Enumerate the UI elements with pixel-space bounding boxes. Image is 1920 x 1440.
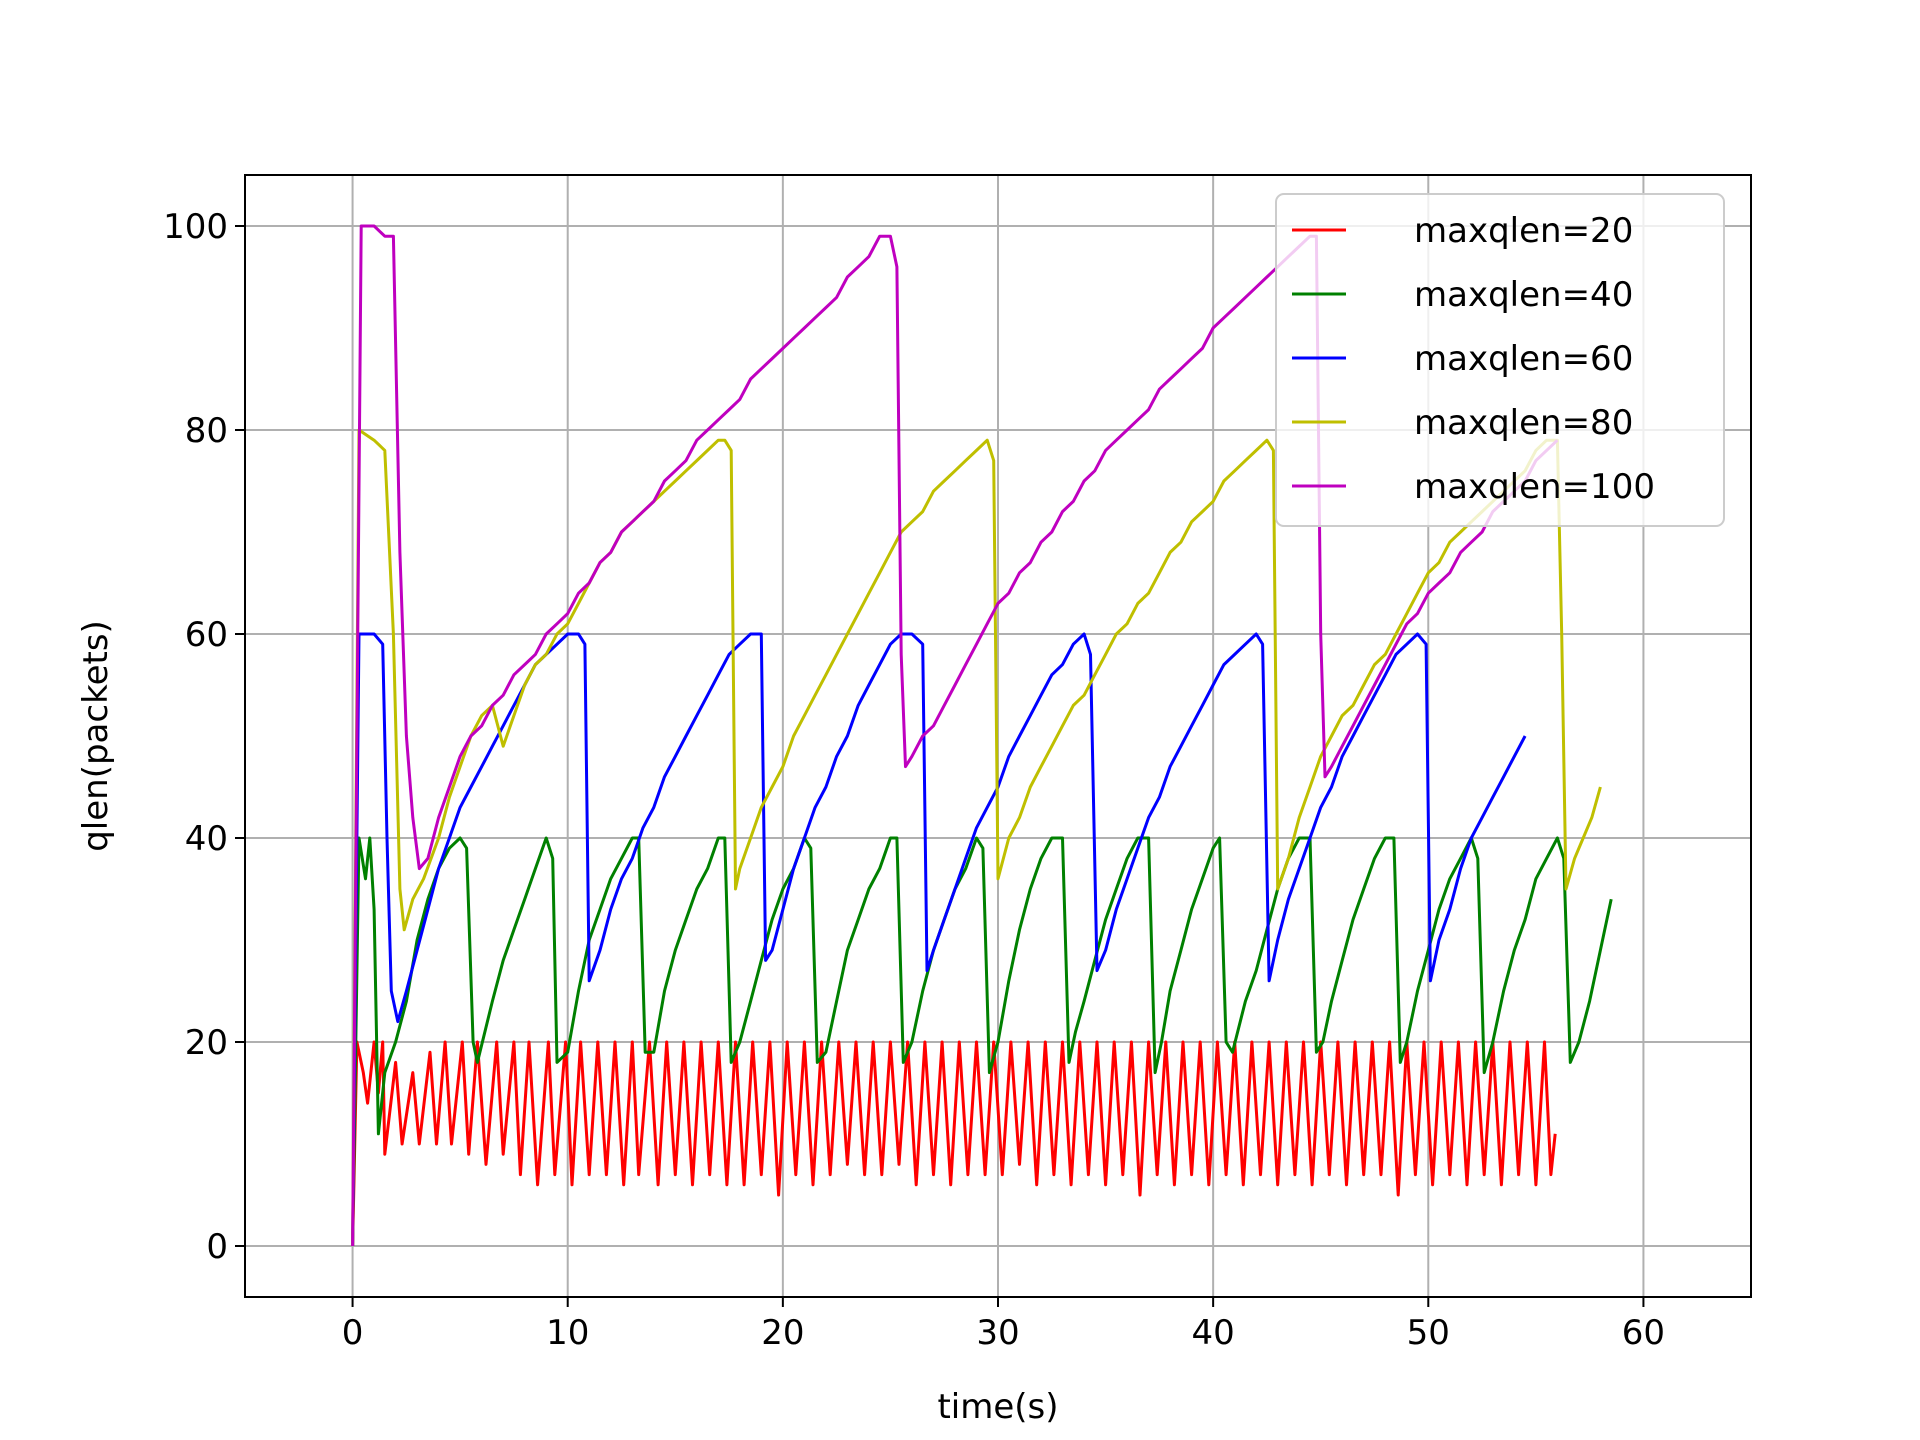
y-tick-label: 40 (185, 819, 228, 859)
legend-label-4: maxqlen=80 (1414, 403, 1633, 443)
y-tick-label: 0 (206, 1227, 228, 1267)
x-tick-label: 40 (1192, 1313, 1235, 1353)
y-tick-label: 20 (185, 1023, 228, 1063)
y-tick-label: 100 (163, 207, 228, 247)
x-tick-label: 60 (1622, 1313, 1665, 1353)
x-axis-label: time(s) (937, 1387, 1058, 1427)
legend-label-3: maxqlen=60 (1414, 339, 1633, 379)
legend-label-1: maxqlen=20 (1414, 211, 1633, 251)
x-tick-label: 0 (342, 1313, 364, 1353)
legend: maxqlen=20 maxqlen=40 maxqlen=60 maxqlen=80… (1276, 194, 1724, 526)
x-tick-label: 50 (1407, 1313, 1450, 1353)
legend-label-5: maxqlen=100 (1414, 467, 1655, 507)
x-tick-label: 30 (976, 1313, 1019, 1353)
y-axis-label: qlen(packets) (76, 620, 116, 852)
x-tick-label: 20 (761, 1313, 804, 1353)
y-tick-label: 80 (185, 411, 228, 451)
y-tick-label: 60 (185, 615, 228, 655)
x-tick-label: 10 (546, 1313, 589, 1353)
legend-label-2: maxqlen=40 (1414, 275, 1633, 315)
